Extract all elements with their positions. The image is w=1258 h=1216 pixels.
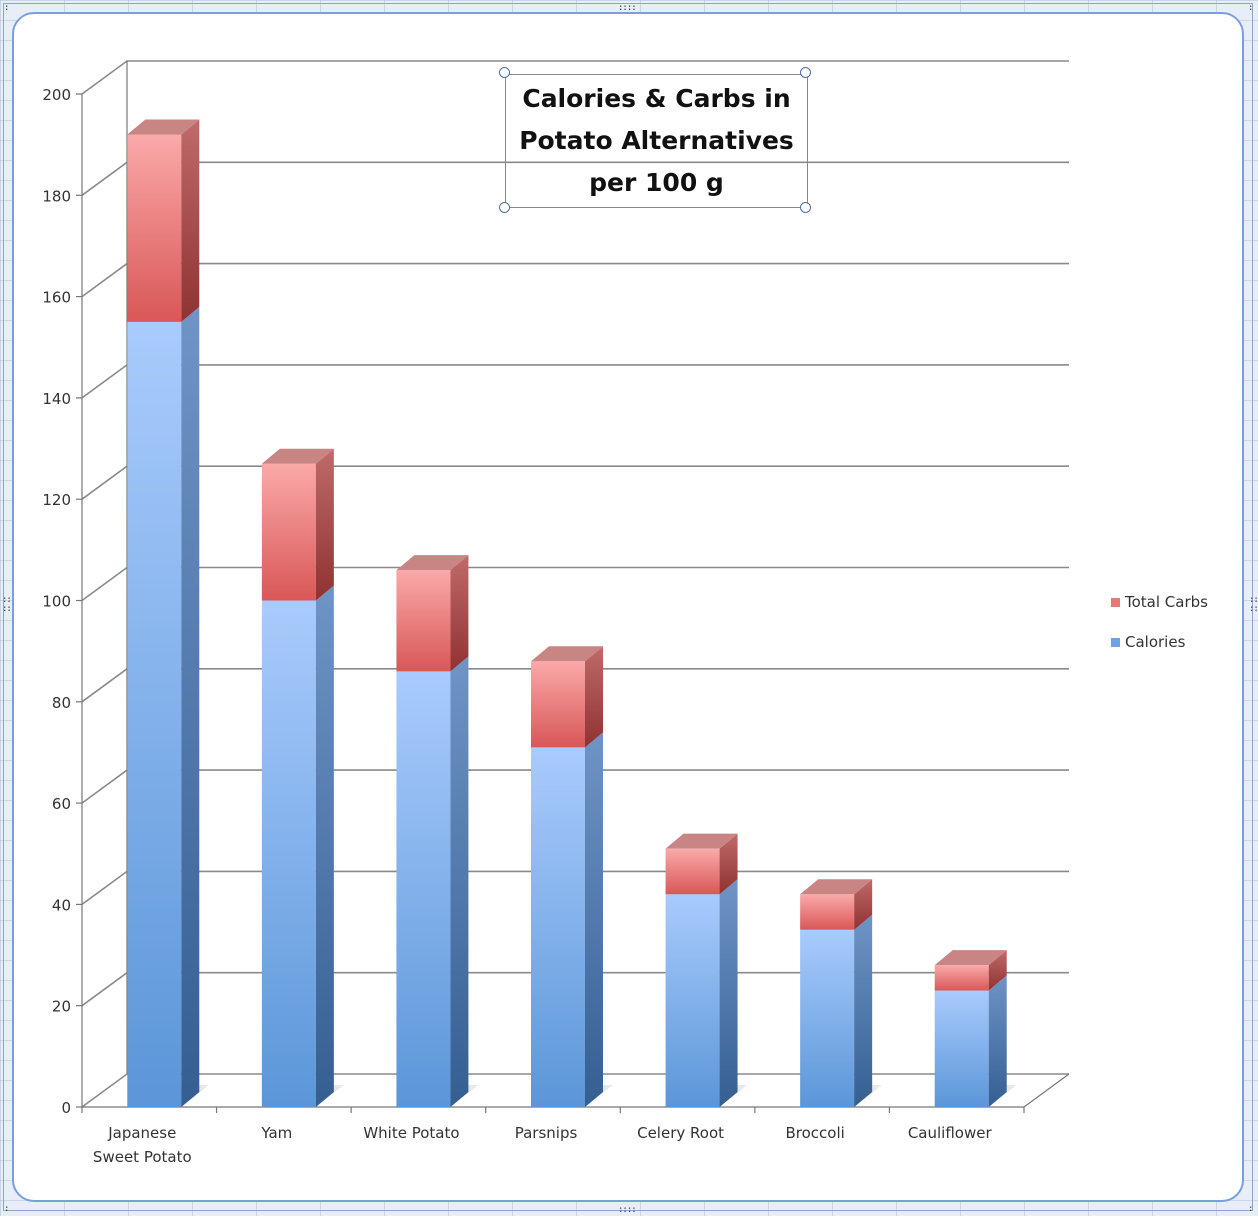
bar-calories-side [315,585,334,1107]
resize-handle-top[interactable]: :::: [618,3,637,13]
bar-carbs-side [854,879,873,930]
bar-group-parsnips[interactable] [531,646,613,1107]
chart-legend[interactable]: Total Carbs Calories [1111,582,1208,662]
y-tick-label: 0 [61,1099,71,1117]
chart-title-line-1: Calories & Carbs in [522,84,791,113]
resize-handle-top-left[interactable]: : [4,3,10,13]
chart-title-box[interactable]: Calories & Carbs in Potato Alternatives … [505,74,808,208]
bar-group-broccoli[interactable] [800,879,883,1107]
resize-handle-right[interactable]: :::: [1249,595,1258,614]
title-handle-top-right[interactable] [800,67,811,78]
x-tick-label-cauliflower: Cauliflower [908,1124,993,1142]
bar-calories-side [719,879,738,1107]
bar-carbs-side [988,950,1007,991]
chart-title-line-3: per 100 g [589,168,724,197]
bar-group-celery-root[interactable] [665,833,748,1107]
gridline [81,364,1069,399]
x-tick-label-japanese-sweet-potato: Japanese Sweet Potato [93,1124,192,1166]
bar-calories-side [585,732,603,1107]
bar-top [396,555,469,571]
bar-carbs-cauliflower[interactable] [934,965,989,991]
chart-plot: 0 20 40 60 80 100 120 140 160 180 200 Japanese Sweet… [42,60,1070,1166]
resize-handle-left[interactable]: :::: [2,595,12,614]
spreadsheet-background [3,3,1253,1211]
legend-swatch-calories [1111,637,1120,647]
bar-carbs-side [719,833,738,895]
bar-calories-side [854,914,873,1107]
x-tick-label-celery-root: Celery Root [637,1124,724,1142]
bar-group-japanese-sweet-potato[interactable] [127,119,210,1107]
gridline [81,262,1069,298]
bar-carbs-japanese-sweet-potato[interactable] [127,134,182,322]
gridline [81,566,1069,602]
bar-top [934,950,1007,966]
x-tick-label-white-potato: White Potato [363,1124,459,1142]
title-handle-bottom-right[interactable] [800,202,811,213]
legend-item-calories[interactable]: Calories [1111,622,1208,662]
bar-carbs-yam[interactable] [261,463,316,601]
chart-title-line-2: Potato Alternatives [519,126,794,155]
title-handle-top-left[interactable] [499,67,510,78]
bar-carbs-parsnips[interactable] [531,661,585,748]
bar-calories-yam[interactable] [261,600,316,1108]
y-tick-label: 20 [52,998,71,1016]
resize-handle-bottom-left[interactable]: : [4,1204,10,1214]
y-tick-label: 120 [42,491,71,509]
bar-carbs-side [315,448,334,601]
chart-title: Calories & Carbs in Potato Alternatives … [507,78,807,204]
bar-calories-side [450,656,469,1107]
bar-top [800,879,873,895]
bar-top [665,833,738,849]
bar-calories-broccoli[interactable] [800,929,855,1107]
legend-swatch-total-carbs [1111,597,1120,607]
bar-calories-white-potato[interactable] [396,671,451,1107]
bar-carbs-side [585,646,603,748]
bar-carbs-side [450,555,469,672]
bar-carbs-celery-root[interactable] [665,848,720,895]
bar-group-yam[interactable] [261,448,344,1108]
y-tick-label: 60 [52,795,71,813]
title-handle-bottom-left[interactable] [499,202,510,213]
y-tick-label: 40 [52,896,71,914]
bar-top [261,448,334,464]
legend-label-total-carbs: Total Carbs [1125,593,1208,611]
resize-handle-bottom-right[interactable]: : [1248,1204,1254,1214]
bar-carbs-side [181,119,200,322]
legend-label-calories: Calories [1125,633,1186,651]
bar-carbs-white-potato[interactable] [396,570,451,672]
bar-top [531,646,603,662]
x-tick-label-yam: Yam [260,1124,292,1142]
y-tick-label: 80 [52,694,71,712]
bar-top [127,119,200,135]
y-tick-label: 180 [42,187,71,205]
bar-group-cauliflower[interactable] [934,950,1017,1107]
gridline [81,465,1069,500]
y-tick-label: 200 [42,86,71,104]
bar-calories-side [181,306,200,1107]
resize-handle-bottom[interactable]: :::: [618,1205,637,1215]
x-tick-label-broccoli: Broccoli [785,1124,844,1142]
bar-group-white-potato[interactable] [396,555,479,1107]
bar-calories-cauliflower[interactable] [934,990,989,1107]
bar-calories-parsnips[interactable] [531,747,585,1107]
legend-item-total-carbs[interactable]: Total Carbs [1111,582,1208,622]
floor-edge [1023,1073,1070,1108]
chart-area[interactable]: 0 20 40 60 80 100 120 140 160 180 200 Japanese Sweet… [12,12,1244,1202]
bar-calories-side [988,975,1007,1107]
bar-carbs-broccoli[interactable] [800,894,855,930]
bar-calories-celery-root[interactable] [665,894,720,1107]
y-tick-label: 160 [42,289,71,307]
resize-handle-top-right[interactable]: : [1248,3,1254,13]
y-tick-label: 140 [42,390,71,408]
x-tick-label-parsnips: Parsnips [515,1124,578,1142]
y-tick-label: 100 [42,593,71,611]
bar-calories-japanese-sweet-potato[interactable] [127,321,182,1107]
